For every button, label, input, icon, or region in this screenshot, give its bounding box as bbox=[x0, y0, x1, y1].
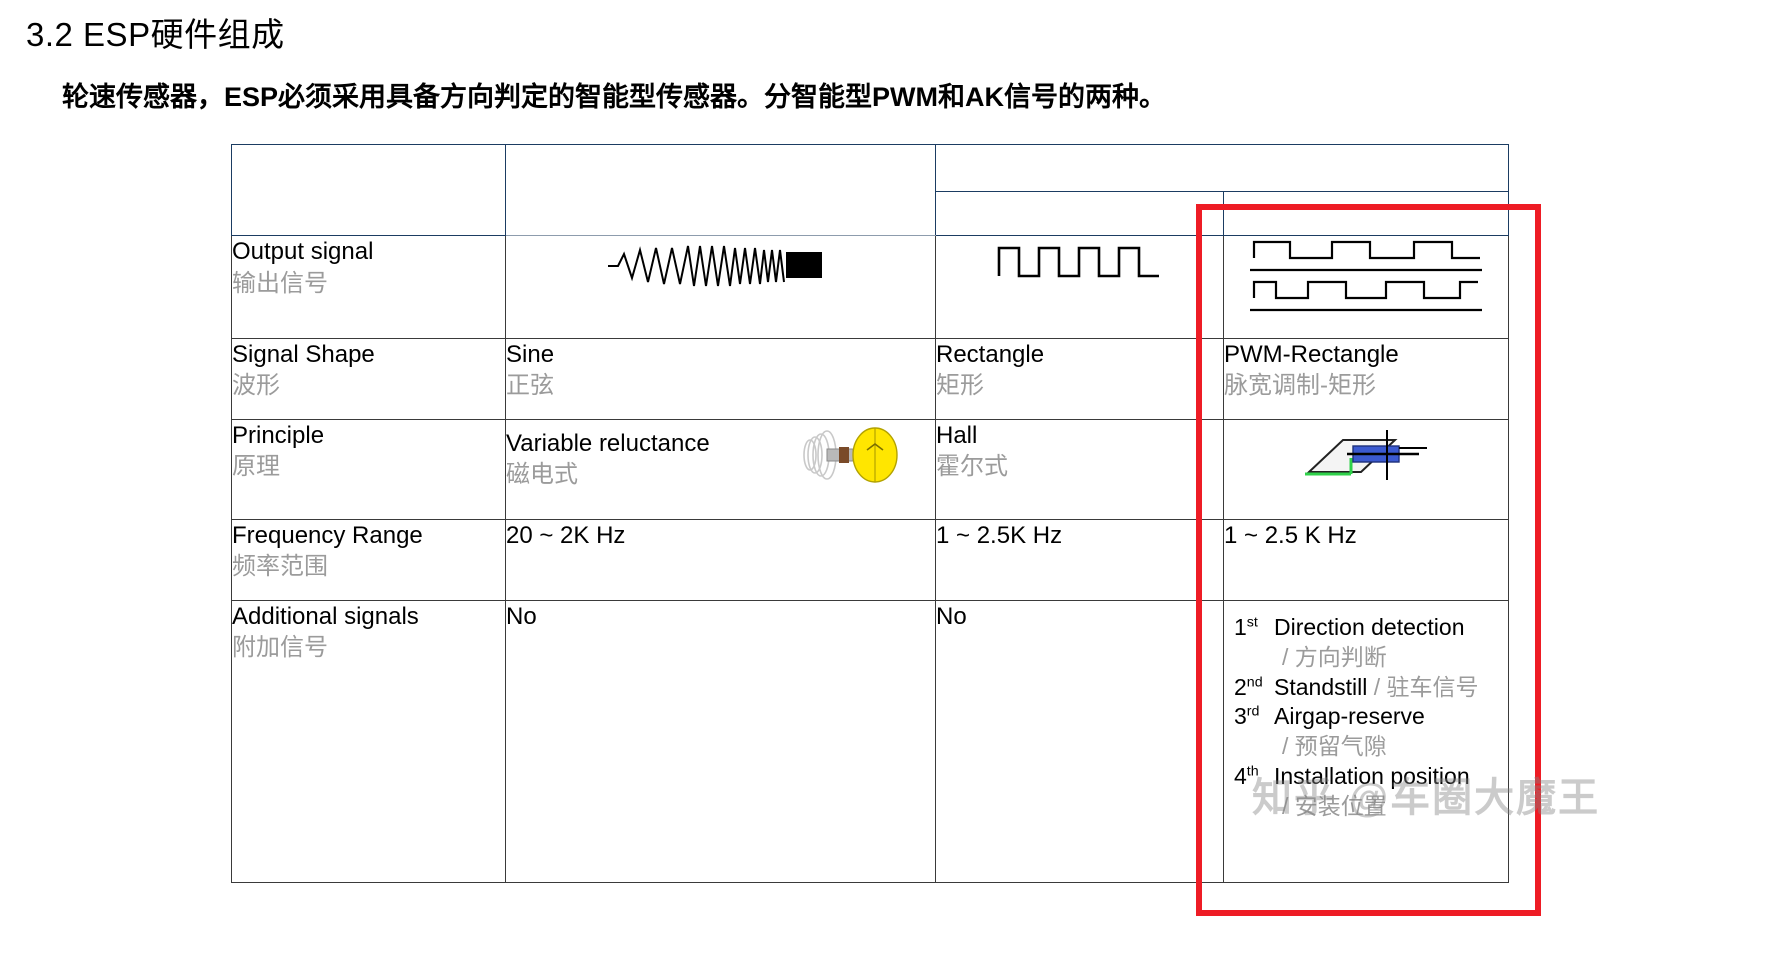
row-label-en: Signal Shape bbox=[232, 341, 375, 369]
row-label-zh: 频率范围 bbox=[232, 553, 328, 581]
table-row: Frequency Range 频率范围 20 ~ 2K Hz 1 ~ 2.5K… bbox=[231, 519, 1510, 601]
cell-value-en: No bbox=[936, 602, 967, 630]
list-item-ordinal: 1st bbox=[1234, 613, 1258, 640]
cell-value-en: Variable reluctance bbox=[506, 429, 710, 457]
page-title: 3.2 ESP硬件组成 bbox=[26, 16, 285, 53]
list-item: 1st Direction detection bbox=[1234, 613, 1508, 643]
cell-value-en: Sine bbox=[506, 341, 555, 369]
list-item-en: Direction detection bbox=[1274, 613, 1465, 640]
table-header-row-top: Passive WSS / 被动式 WSS Active WSS / 主动式 W… bbox=[231, 143, 1510, 237]
row-label-en: Principle bbox=[232, 421, 325, 449]
cell-passive-output-signal bbox=[505, 235, 936, 340]
cell-value-en: No bbox=[506, 602, 537, 630]
magnetic-coil-rotor-icon bbox=[797, 420, 907, 498]
row-label-en: Additional signals bbox=[232, 602, 419, 630]
list-item: 4th Installation position bbox=[1234, 762, 1508, 792]
cell-intelligent-additional-signals: 1st Direction detection / 方向判断 2nd Standstil… bbox=[1222, 599, 1510, 884]
header-corner-cell bbox=[231, 143, 506, 237]
cell-intelligent-frequency-range: 1 ~ 2.5 K Hz bbox=[1222, 519, 1510, 601]
cell-standard-frequency-range: 1 ~ 2.5K Hz bbox=[935, 519, 1224, 601]
additional-signals-list: 1st Direction detection / 方向判断 2nd Standstil… bbox=[1224, 601, 1508, 822]
slide-subtitle: 轮速传感器，ESP必须采用具备方向判定的智能型传感器。分智能型PWM和AK信号的… bbox=[62, 82, 1167, 112]
cell-value-zh: 正弦 bbox=[506, 372, 554, 400]
list-item-ordinal: 3rd bbox=[1234, 703, 1260, 730]
list-item-zh: / 驻车信号 bbox=[1367, 673, 1479, 700]
list-item-zh: / 安装位置 bbox=[1282, 793, 1387, 820]
list-item-ordinal: 2nd bbox=[1234, 673, 1263, 700]
list-item: 3rd Airgap-reserve bbox=[1234, 702, 1508, 732]
row-label-additional-signals: Additional signals 附加信号 bbox=[231, 599, 506, 884]
table-header-row-sub: Standard / 标准 Intelligent / 智能 bbox=[232, 190, 1510, 237]
header-active-wss: Active WSS / 主动式 WSS bbox=[934, 144, 1510, 192]
cell-intelligent-principle bbox=[1222, 418, 1510, 521]
header-passive-wss: Passive WSS / 被动式 WSS bbox=[505, 143, 936, 237]
cell-value-zh: 磁电式 bbox=[506, 460, 578, 488]
cell-value-zh: 脉宽调制-矩形 bbox=[1224, 372, 1376, 400]
list-item-en: Installation position bbox=[1274, 763, 1470, 790]
cell-intelligent-output-signal bbox=[1222, 235, 1510, 340]
list-item-zh: / 方向判断 bbox=[1282, 643, 1387, 670]
list-item-en: Standstill bbox=[1274, 673, 1368, 700]
wss-comparison-table: Passive WSS / 被动式 WSS Active WSS / 主动式 W… bbox=[231, 143, 1510, 884]
square-wave-icon bbox=[936, 236, 1223, 286]
hall-sensor-element-icon bbox=[1291, 429, 1441, 494]
cell-standard-output-signal bbox=[935, 235, 1224, 340]
sine-damped-waveform-icon bbox=[506, 236, 935, 290]
cell-intelligent-signal-shape: PWM-Rectangle 脉宽调制-矩形 bbox=[1222, 338, 1510, 420]
cell-value-en: 20 ~ 2K Hz bbox=[506, 522, 626, 550]
cell-passive-additional-signals: No bbox=[505, 599, 936, 884]
cell-value-zh: 矩形 bbox=[936, 372, 984, 400]
row-label-en: Frequency Range bbox=[232, 522, 423, 550]
cell-passive-frequency-range: 20 ~ 2K Hz bbox=[505, 519, 936, 601]
row-label-signal-shape: Signal Shape 波形 bbox=[231, 338, 506, 420]
cell-value-en: PWM-Rectangle bbox=[1224, 341, 1399, 369]
header-standard: Standard / 标准 bbox=[935, 190, 1224, 237]
row-label-principle: Principle 原理 bbox=[231, 418, 506, 521]
row-label-zh: 原理 bbox=[232, 452, 280, 480]
cell-value-en: Rectangle bbox=[936, 341, 1045, 369]
cell-standard-additional-signals: No bbox=[935, 599, 1224, 884]
cell-value-en: 1 ~ 2.5 K Hz bbox=[1224, 522, 1357, 550]
pwm-dual-waveform-icon bbox=[1224, 236, 1508, 316]
cell-passive-signal-shape: Sine 正弦 bbox=[505, 338, 936, 420]
list-item: 2nd Standstill / 驻车信号 bbox=[1234, 673, 1508, 703]
table-row: Signal Shape 波形 Sine 正弦 Rectangle 矩形 PWM… bbox=[231, 338, 1510, 420]
list-item-ordinal: 4th bbox=[1234, 763, 1259, 790]
table-row: Principle 原理 Variable reluctance 磁电式 bbox=[231, 418, 1510, 521]
list-item-en: Airgap-reserve bbox=[1274, 703, 1425, 730]
watermark: 知乎 @车圈大魔王 bbox=[1252, 776, 1601, 820]
table-row: Output signal 输出信号 bbox=[231, 235, 1510, 340]
row-label-output-signal: Output signal 输出信号 bbox=[231, 235, 506, 340]
cell-standard-signal-shape: Rectangle 矩形 bbox=[935, 338, 1224, 420]
cell-value-en: 1 ~ 2.5K Hz bbox=[936, 522, 1063, 550]
row-label-en: Output signal bbox=[232, 238, 374, 266]
table-row: Additional signals 附加信号 No No 1st Directi… bbox=[231, 599, 1510, 884]
cell-value-en: Hall bbox=[936, 421, 978, 449]
cell-value-zh: 霍尔式 bbox=[936, 452, 1008, 480]
wss-comparison-table-container: Passive WSS / 被动式 WSS Active WSS / 主动式 W… bbox=[231, 143, 1510, 884]
cell-standard-principle: Hall 霍尔式 bbox=[935, 418, 1224, 521]
row-label-frequency-range: Frequency Range 频率范围 bbox=[231, 519, 506, 601]
row-label-zh: 波形 bbox=[232, 372, 280, 400]
cell-passive-principle: Variable reluctance 磁电式 bbox=[505, 418, 936, 521]
header-intelligent: Intelligent / 智能 bbox=[1222, 190, 1510, 237]
list-item-zh: / 预留气隙 bbox=[1282, 733, 1387, 760]
row-label-zh: 附加信号 bbox=[232, 633, 328, 661]
row-label-zh: 输出信号 bbox=[232, 269, 328, 297]
